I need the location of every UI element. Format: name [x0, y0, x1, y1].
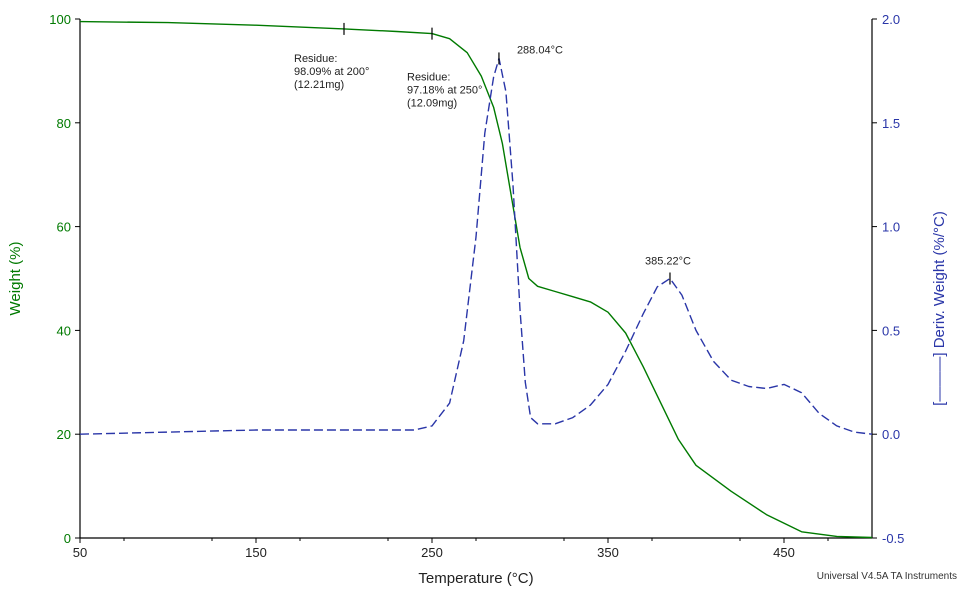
y-right-tick-label: 1.5	[882, 116, 900, 131]
y-axis-left-label: Weight (%)	[7, 242, 24, 316]
annotation-text: Residue:	[407, 72, 450, 84]
y-left-tick-label: 20	[57, 427, 71, 442]
y-left-tick-label: 0	[64, 531, 71, 546]
annotation-text: 98.09% at 200°	[294, 66, 369, 78]
x-tick-label: 50	[73, 545, 87, 560]
annotation-text: 385.22°C	[645, 256, 691, 268]
annotation-text: (12.21mg)	[294, 79, 344, 91]
y-right-tick-label: 2.0	[882, 12, 900, 27]
plot-series	[79, 20, 873, 539]
y-right-tick-label: -0.5	[882, 531, 904, 546]
annotation-text: 288.04°C	[517, 44, 563, 56]
y-left-tick-label: 40	[57, 323, 71, 338]
annotations: Residue:98.09% at 200°(12.21mg)Residue:9…	[294, 22, 691, 285]
annotation-text: Residue:	[294, 53, 337, 65]
y-axis-right-label: [———] Deriv. Weight (%/°C)	[931, 211, 948, 406]
instrument-footer: Universal V4.5A TA Instruments	[817, 571, 957, 582]
y-right-tick-label: 1.0	[882, 220, 900, 235]
y-left-tick-label: 80	[57, 116, 71, 131]
y-right-tick-label: 0.5	[882, 323, 900, 338]
x-tick-label: 150	[245, 545, 267, 560]
y-left-tick-label: 100	[49, 12, 71, 27]
axes: 50 150 250 350 450 0 20 40 60 80 100 -0.5 0.0 0.5 1.0 1…	[49, 12, 904, 560]
x-tick-label: 450	[773, 545, 795, 560]
x-tick-label: 350	[597, 545, 619, 560]
annotation-text: 97.18% at 250°	[407, 85, 482, 97]
y-right-tick-label: 0.0	[882, 427, 900, 442]
weight-line	[79, 20, 873, 539]
deriv-weight-line	[79, 57, 873, 435]
x-tick-label: 250	[421, 545, 443, 560]
y-left-tick-label: 60	[57, 220, 71, 235]
x-axis-label: Temperature (°C)	[418, 570, 533, 587]
annotation-text: (12.09mg)	[407, 98, 457, 110]
